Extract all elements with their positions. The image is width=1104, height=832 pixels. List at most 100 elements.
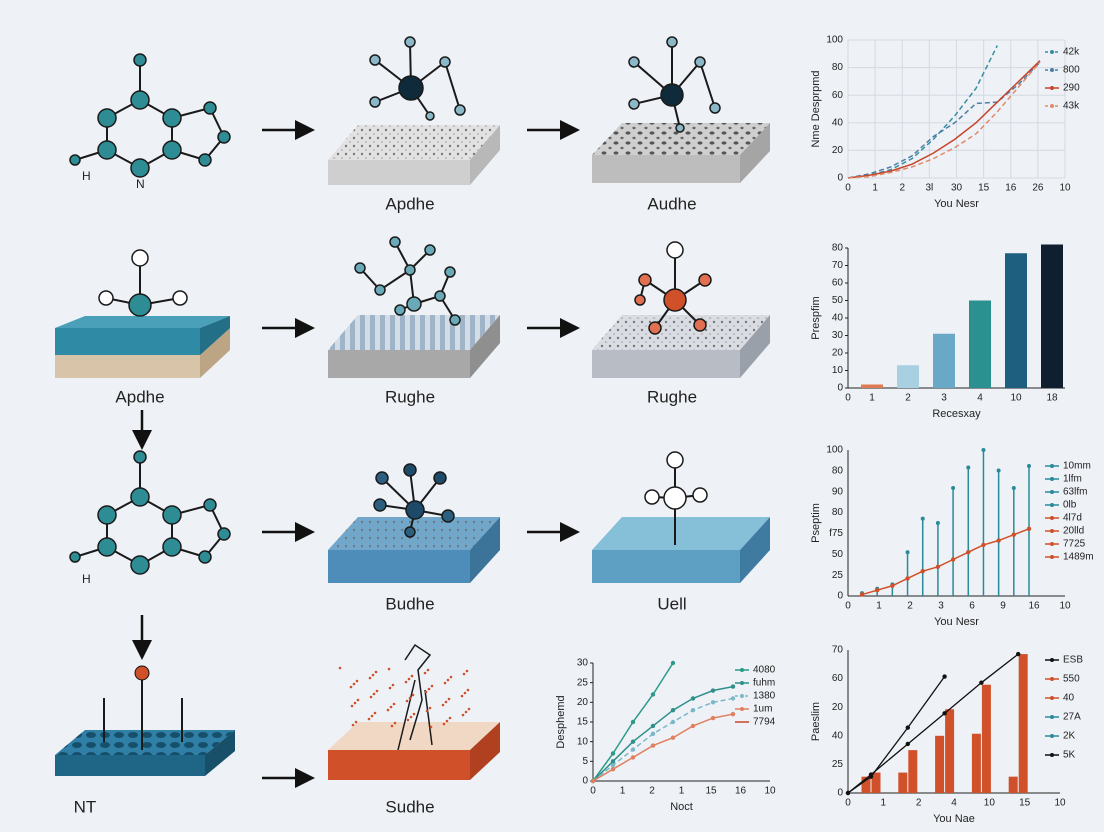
atom [398, 75, 424, 101]
particle [428, 706, 432, 710]
y-tick-label: 80 [832, 507, 844, 518]
point [859, 592, 865, 597]
x-tick-label: 10 [1054, 798, 1066, 809]
atom [628, 98, 640, 110]
slab-texture [328, 125, 500, 160]
x-tick-label: 1 [872, 183, 878, 194]
panel-labels: Apdhe Audhe Apdhe Rughe Rughe Budhe Uell… [74, 169, 697, 816]
point [630, 719, 636, 725]
x-axis-label: Recesxay [932, 408, 981, 420]
point [710, 688, 716, 693]
chart: Desphemd Noct 0 5 10 15 20 25 30 0 1 2 1 15 16 10 4080 fu… [555, 658, 776, 813]
atom [454, 104, 466, 116]
panel-label: Rughe [647, 387, 697, 406]
x-tick-label: 26 [1032, 183, 1044, 194]
line [847, 653, 1019, 794]
point [981, 542, 986, 548]
x-tick-label: 16 [1005, 183, 1017, 194]
particle [338, 666, 342, 670]
legend-label: 43k [1063, 101, 1080, 112]
slab [592, 123, 770, 183]
y-tick-label: 60 [832, 673, 844, 684]
y-tick-label: 10 [832, 365, 844, 376]
x-tick-label: 2 [916, 798, 922, 809]
slab-front [592, 350, 740, 378]
y-axis-label: Pseptim [810, 503, 822, 543]
legend-marker [1050, 68, 1054, 72]
slab-side [740, 123, 770, 183]
slab [55, 730, 235, 776]
atom [638, 273, 652, 287]
legend-marker [1050, 753, 1054, 757]
point [950, 557, 956, 562]
particle [449, 675, 453, 679]
bar [1041, 244, 1063, 388]
legend-label: 7794 [753, 717, 776, 728]
legend-marker [1050, 516, 1054, 520]
y-tick-label: 40 [832, 117, 844, 128]
point [650, 743, 656, 748]
atom [424, 244, 436, 256]
atom [369, 96, 381, 108]
point [1026, 526, 1032, 532]
legend-marker [740, 707, 744, 711]
atom [203, 101, 217, 115]
point [650, 692, 656, 697]
slab-side [470, 517, 500, 583]
atom [69, 551, 81, 563]
particle [462, 672, 466, 676]
atom [133, 450, 147, 464]
atom [405, 500, 425, 520]
point [650, 723, 656, 729]
slab-top [328, 722, 500, 750]
bar [945, 709, 955, 793]
legend-marker [1050, 734, 1054, 738]
legend-marker [1050, 50, 1054, 54]
atom [628, 56, 640, 68]
stem-head [1027, 464, 1031, 469]
x-tick-label: 30 [951, 183, 963, 194]
x-tick-label: 16 [735, 786, 747, 797]
legend-label: 20lld [1063, 526, 1084, 537]
x-tick-label: 2 [907, 601, 913, 612]
y-tick-label: 20 [832, 348, 844, 359]
atom [130, 158, 150, 178]
x-tick-label: 1 [876, 601, 882, 612]
particle [443, 681, 447, 685]
particle [430, 684, 434, 688]
atom [663, 288, 687, 312]
point [920, 568, 925, 574]
slab-top [592, 517, 770, 550]
atom-label: N [136, 177, 145, 191]
particle [423, 671, 427, 675]
x-tick-label: 3l [925, 183, 933, 194]
atom-label: H [82, 169, 91, 183]
panel-label: Budhe [385, 594, 434, 613]
atom [648, 321, 662, 335]
atom [69, 154, 81, 166]
particle [408, 696, 412, 700]
legend-marker [1050, 658, 1054, 662]
y-tick-label: 0 [837, 173, 843, 184]
trend-line [861, 528, 1030, 596]
x-tick-label: 18 [1046, 393, 1058, 404]
x-tick-label: 0 [845, 183, 851, 194]
slab [328, 517, 500, 583]
particle [388, 686, 392, 690]
atom [404, 36, 416, 48]
y-tick-label: 0 [837, 383, 843, 394]
particle [369, 695, 373, 699]
y-tick-label: 70 [832, 260, 844, 271]
stem-head [905, 550, 910, 555]
x-tick-label: 1 [869, 393, 875, 404]
particle [349, 685, 353, 689]
particle [405, 699, 409, 703]
particle [374, 670, 378, 674]
legend-label: 4080 [753, 665, 776, 676]
point [670, 735, 676, 740]
particle [463, 691, 467, 695]
particle [371, 673, 375, 677]
atom [198, 550, 212, 564]
atom [373, 498, 387, 512]
atom [406, 296, 422, 312]
